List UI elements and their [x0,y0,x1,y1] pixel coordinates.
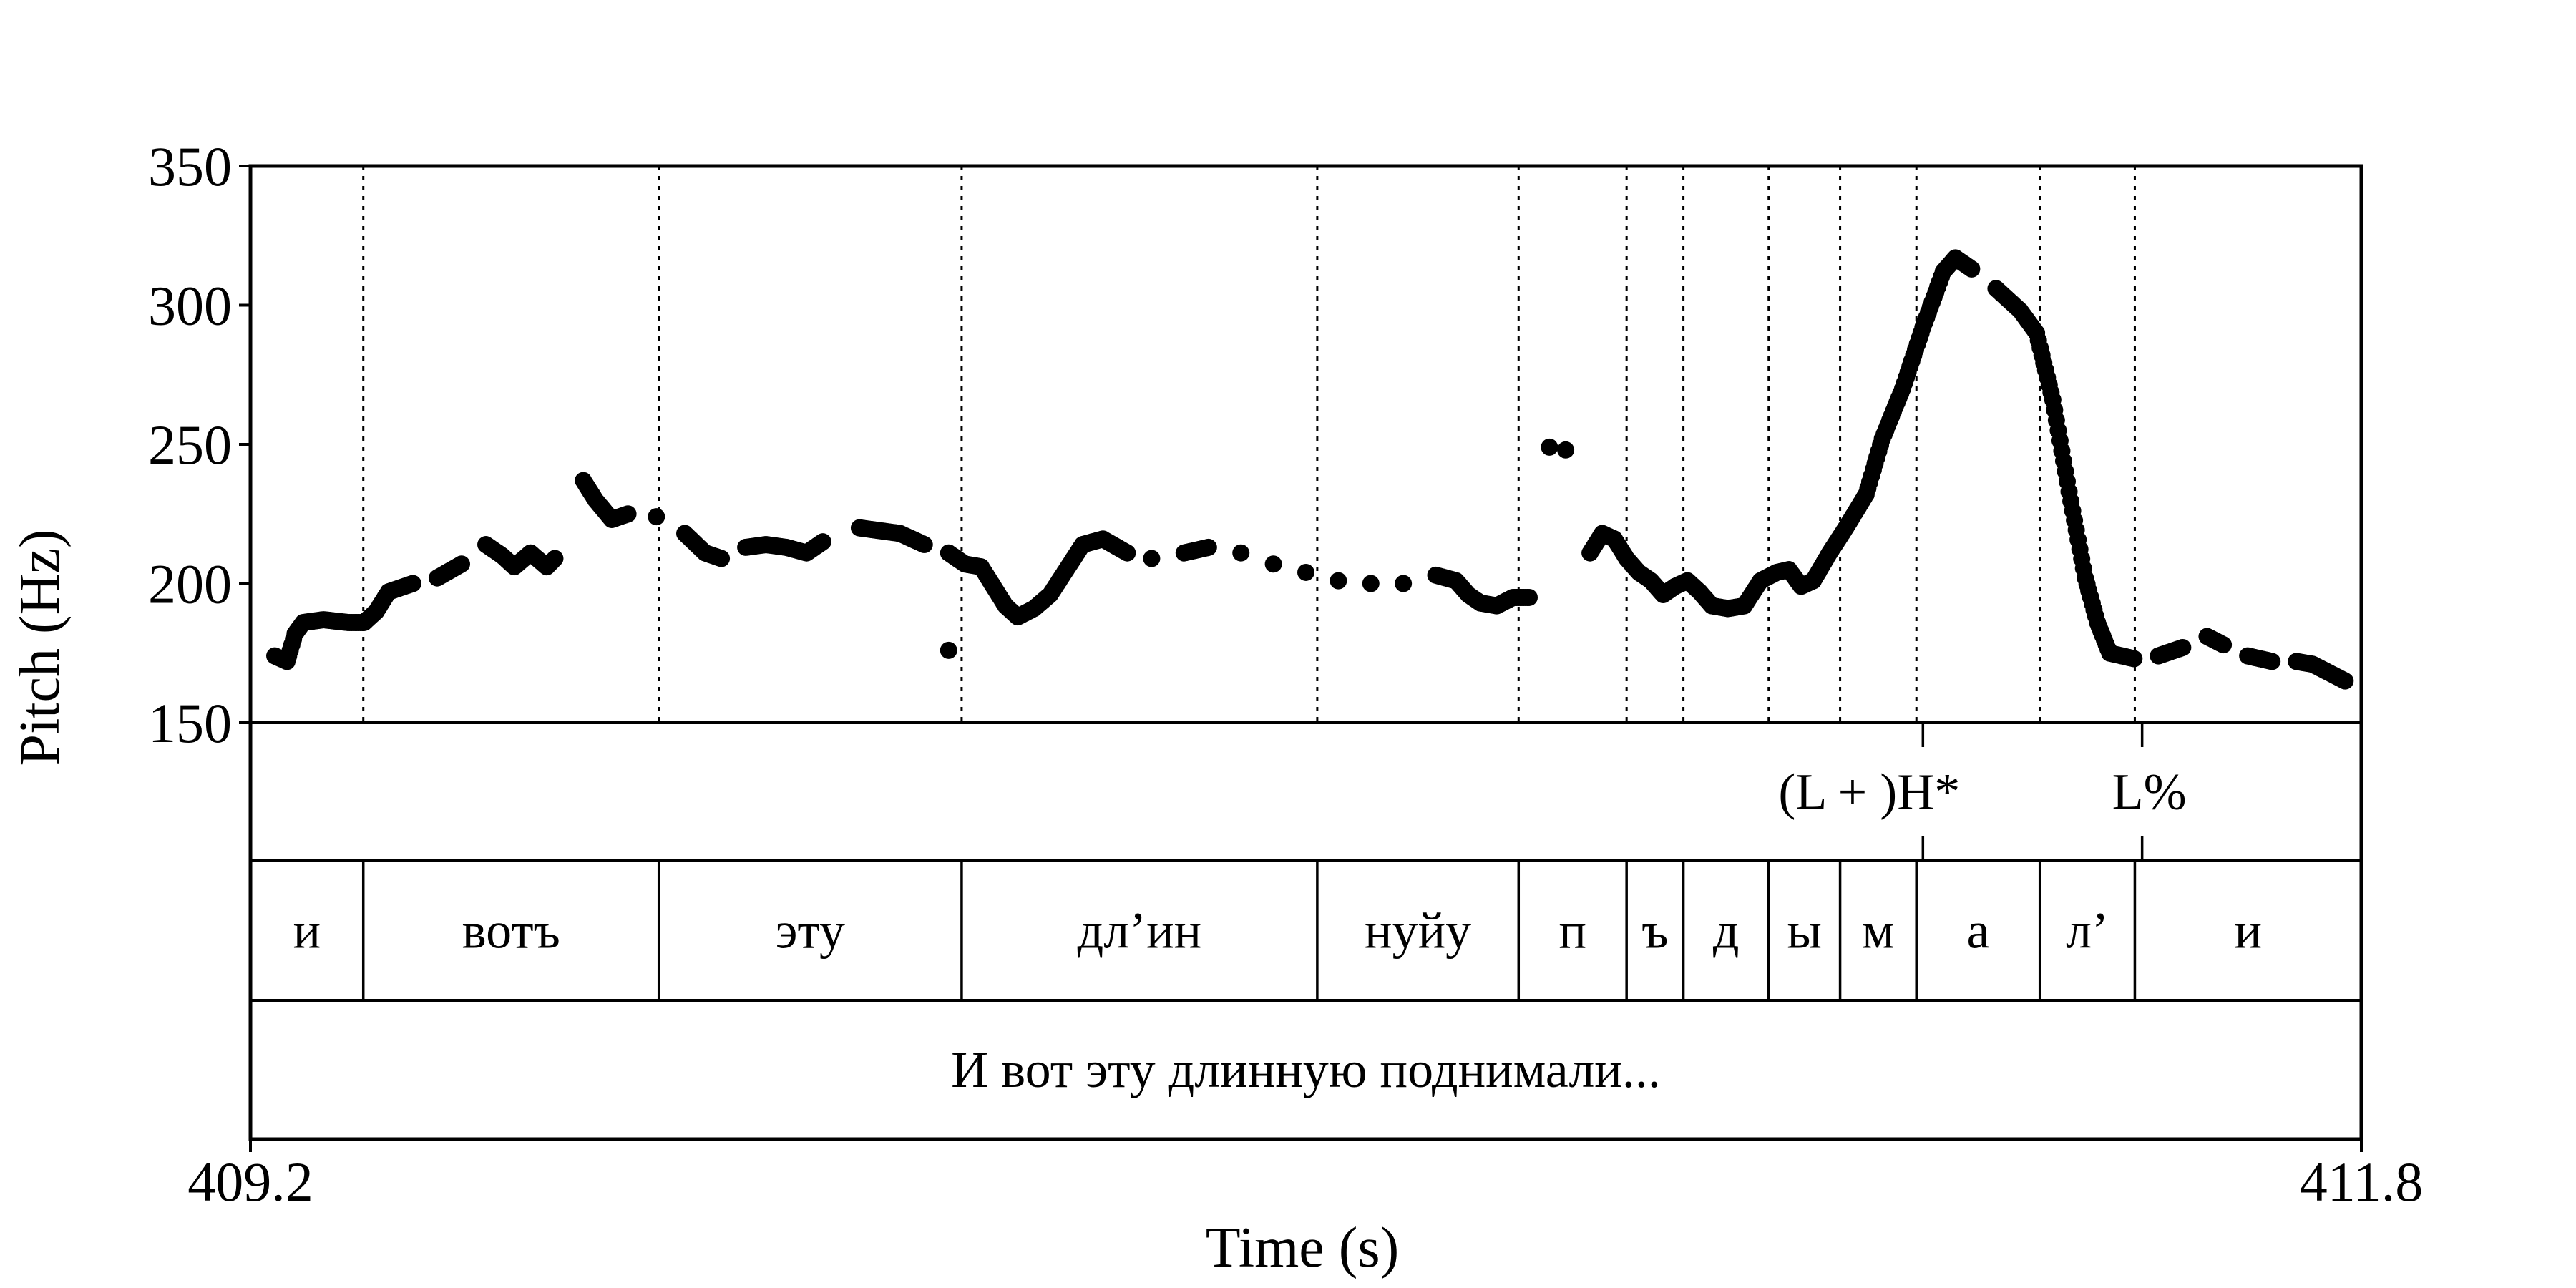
segment-label-11: л’ [2066,902,2109,960]
segment-label-1: вотъ [462,902,560,960]
pitch-point-438 [1521,588,1538,606]
y-tick-label-4: 350 [148,135,232,197]
pitch-outlier-1 [1541,438,1558,456]
segment-label-0: и [293,902,321,960]
pitch-point-182 [713,550,731,567]
pitch-point-747 [2174,638,2192,656]
segment-label-5: п [1558,902,1586,960]
pitch-point-161 [648,508,665,526]
pitch-point-653 [1963,260,1981,278]
segment-label-7: д [1713,902,1740,960]
pitch-point-94 [453,555,470,573]
tone-label-1: L% [2112,763,2187,821]
pitch-point-800 [2336,672,2354,690]
pitch-point-380 [1232,544,1250,562]
pitch-point-757 [2215,636,2233,654]
y-tick-label-2: 250 [148,414,232,476]
segment-label-12: и [2234,902,2262,960]
annotation-tiers: и вотъ эту дл’ин нуйу п ъ д ы м а л’ и (L + )H* L% И во… [293,723,2262,1098]
segment-label-8: ы [1787,902,1821,960]
x-tick-label-start: 409.2 [187,1151,313,1213]
pitch-point-160 [619,505,637,523]
segment-label-6: ъ [1641,902,1668,960]
pitch-point-79 [404,575,421,592]
y-tick-label-0: 150 [148,692,232,754]
pitch-outlier-2 [1557,441,1575,459]
tone-label-0: (L + )H* [1778,763,1960,821]
pitch-point-772 [2263,653,2281,670]
y-axis-title: Pitch (Hz) [9,529,72,766]
utterance-label-0: И вот эту длинную поднимали... [951,1041,1661,1098]
pitch-point-732 [2125,650,2143,668]
pitch-point-134 [546,550,564,567]
segment-label-9: м [1862,902,1895,960]
pitch-point-379 [1199,538,1217,556]
y-tick-label-3: 300 [148,275,232,337]
pitch-point-225 [814,533,831,551]
pitch-point-382 [1297,563,1314,581]
pitch-outlier-0 [940,641,957,659]
outer-frame [248,164,2363,1141]
pitch-point-385 [1395,575,1413,592]
boundary-guides [362,166,2136,723]
x-tick-label-end: 411.8 [2300,1151,2424,1213]
segment-label-4: нуйу [1365,902,1471,960]
pitch-point-363 [1118,544,1136,562]
segment-label-3: дл’ин [1078,902,1202,960]
pitch-points [266,249,2354,690]
segment-label-10: а [1966,902,1989,960]
pitch-point-381 [1264,555,1282,573]
segment-label-2: эту [776,902,845,960]
y-tick-label-1: 200 [148,553,232,615]
pitch-point-383 [1330,572,1347,590]
pitch-point-384 [1362,575,1380,592]
x-axis-title: Time (s) [1206,1216,1399,1279]
plot-frame [248,164,2363,1141]
pitch-point-262 [915,536,933,554]
axes: Pitch (Hz) Time (s) 409.2 411.8 150 200 25… [9,135,2423,1279]
pitch-point-364 [1143,550,1161,567]
